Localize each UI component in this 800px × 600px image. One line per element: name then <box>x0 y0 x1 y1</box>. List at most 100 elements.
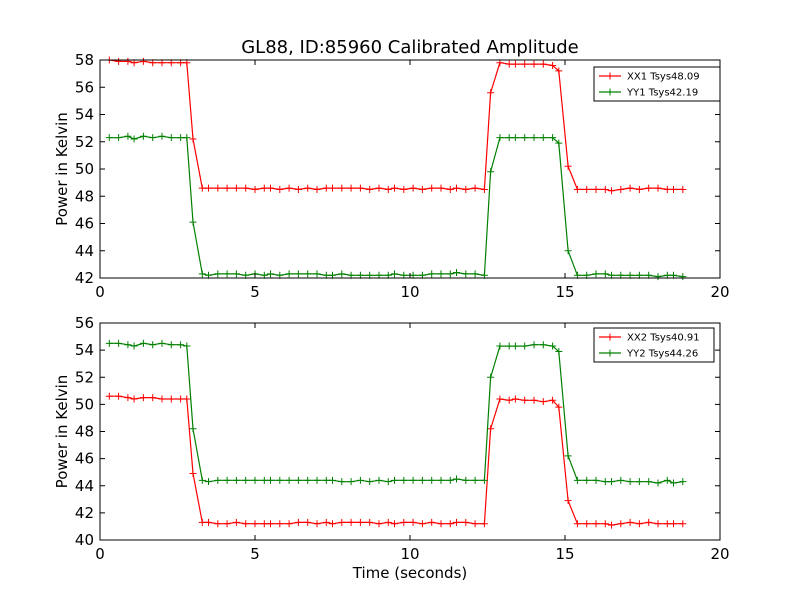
data-point <box>375 184 383 192</box>
data-point <box>462 518 470 526</box>
data-point <box>198 518 206 526</box>
data-point <box>608 478 615 486</box>
data-point <box>400 185 408 193</box>
data-point <box>329 184 336 192</box>
data-point <box>139 57 147 65</box>
data-point <box>313 476 321 484</box>
data-point <box>329 476 336 484</box>
data-point <box>105 392 113 400</box>
data-point <box>555 403 563 411</box>
data-point <box>617 185 625 193</box>
data-point <box>418 520 426 528</box>
data-point <box>549 342 557 350</box>
data-point <box>198 184 206 192</box>
y-tick-label: 40 <box>75 531 94 549</box>
y-tick-label: 52 <box>75 368 94 386</box>
data-point <box>183 342 191 350</box>
y-tick-label: 44 <box>75 477 94 495</box>
data-point <box>437 270 445 278</box>
data-point <box>167 134 175 142</box>
data-point <box>471 184 479 192</box>
data-point <box>471 270 479 278</box>
data-point <box>564 247 572 255</box>
data-point <box>635 478 643 486</box>
data-point <box>549 61 557 69</box>
data-point <box>428 270 436 278</box>
data-point <box>654 184 662 192</box>
data-point <box>313 185 321 193</box>
legend-label: YY1 Tsys42.19 <box>626 88 698 99</box>
data-point <box>285 476 293 484</box>
data-point <box>167 341 175 349</box>
data-point <box>626 184 634 192</box>
data-point <box>205 518 212 526</box>
data-point <box>635 520 643 528</box>
data-point <box>505 396 513 404</box>
y-tick-label: 54 <box>75 341 94 359</box>
data-point <box>601 270 609 278</box>
data-point <box>158 339 166 347</box>
data-point <box>338 270 346 278</box>
data-point <box>189 470 197 478</box>
data-point <box>573 520 581 528</box>
data-point <box>214 476 222 484</box>
data-point <box>679 520 687 528</box>
data-point <box>573 476 581 484</box>
data-point <box>496 395 504 403</box>
data-point <box>446 476 454 484</box>
data-point <box>198 476 206 484</box>
data-point <box>384 518 392 526</box>
data-point <box>471 476 479 484</box>
data-point <box>480 476 488 484</box>
x-tick-label: 20 <box>710 283 729 301</box>
data-point <box>294 518 302 526</box>
y-tick-label: 42 <box>75 269 94 287</box>
data-point <box>592 270 600 278</box>
data-point <box>592 520 600 528</box>
data-point <box>139 132 147 140</box>
data-point <box>521 342 529 350</box>
y-axis-label: Power in Kelvin <box>53 375 71 489</box>
data-point <box>260 184 268 192</box>
data-point <box>539 398 547 406</box>
x-tick-label: 5 <box>250 545 260 563</box>
data-point <box>115 57 123 65</box>
series-yy2 <box>105 339 687 487</box>
data-point <box>549 396 557 404</box>
data-point <box>158 132 166 140</box>
data-point <box>304 270 312 278</box>
data-point <box>242 520 250 528</box>
data-point <box>232 270 240 278</box>
data-point <box>347 184 355 192</box>
data-point <box>511 395 519 403</box>
y-tick-label: 56 <box>75 78 94 96</box>
x-tick-label: 15 <box>555 545 574 563</box>
data-point <box>391 476 398 484</box>
data-point <box>679 185 687 193</box>
data-point <box>564 497 572 505</box>
y-tick-label: 52 <box>75 133 94 151</box>
data-point <box>626 518 634 526</box>
data-point <box>511 342 519 350</box>
y-tick-label: 42 <box>75 504 94 522</box>
data-point <box>260 476 268 484</box>
data-point <box>471 520 479 528</box>
data-point <box>384 185 392 193</box>
data-point <box>539 134 547 142</box>
legend-box <box>593 327 715 363</box>
series-line <box>109 342 683 484</box>
data-point <box>530 134 538 142</box>
data-point <box>232 184 240 192</box>
legend-marker <box>606 72 614 80</box>
data-point <box>189 218 197 226</box>
data-point <box>130 395 138 403</box>
data-point <box>487 168 495 176</box>
data-point <box>521 134 529 142</box>
data-point <box>555 67 563 75</box>
data-point <box>530 396 538 404</box>
x-tick-label: 10 <box>400 545 419 563</box>
data-point <box>496 134 504 142</box>
data-point <box>214 184 222 192</box>
series-xx1 <box>105 56 687 195</box>
legend-marker <box>606 333 614 341</box>
